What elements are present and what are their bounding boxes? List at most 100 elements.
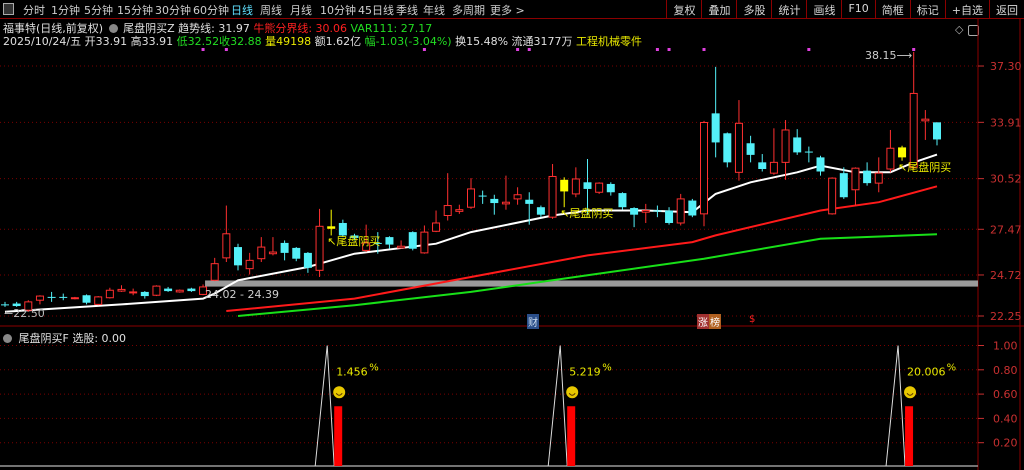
max-price-label: 38.15⟶ [865, 49, 913, 62]
candle-body [257, 246, 266, 260]
period-tab-6[interactable]: 日线 [231, 4, 253, 17]
min-price-label: ↼22.50 [4, 307, 45, 320]
period-tab-5[interactable]: 60分钟 [193, 4, 229, 17]
industry[interactable]: 工程机械零件 [576, 35, 643, 48]
candle-body [560, 179, 569, 192]
candle-body [571, 178, 580, 195]
toolbar-button-0[interactable]: 复权 [666, 0, 701, 18]
toolbar-button-8[interactable]: +自选 [944, 0, 989, 18]
period-tab-1[interactable]: 1分钟 [51, 4, 80, 17]
amount: 额1.62亿 [314, 35, 362, 48]
candle-body [583, 182, 592, 189]
indicator-title[interactable]: 尾盘阴买F [18, 332, 69, 345]
function-buttons: 复权 叠加 多股 统计 画线 F10 简框 标记 +自选 返回 [666, 0, 1024, 18]
candle-body [839, 173, 848, 198]
period-tab-7[interactable]: 周线 [260, 4, 282, 17]
diamond-icon[interactable]: ◇ [955, 23, 964, 36]
indicator-dropdown-icon[interactable] [3, 334, 12, 343]
period-tab-0[interactable]: 分时 [23, 4, 45, 17]
candle-body [443, 205, 452, 217]
signal-pct-unit: % [947, 362, 957, 373]
event-marker-dot [201, 48, 205, 51]
period-tab-14[interactable]: 更多 > [490, 4, 525, 17]
candle-body [210, 263, 219, 281]
candle-body [793, 137, 802, 153]
period-tab-4[interactable]: 30分钟 [155, 4, 191, 17]
signal-label-text: 尾盘阴买 [907, 160, 952, 174]
indicator-value: 选股: 0.00 [72, 332, 127, 345]
toolbar-button-1[interactable]: 叠加 [701, 0, 736, 18]
period-tab-12[interactable]: 年线 [423, 4, 445, 17]
indicator-axis-label: 0.80 [993, 364, 1018, 377]
toolbar-button-9[interactable]: 返回 [989, 0, 1024, 18]
smiley-mouth [906, 392, 914, 396]
candle-body [653, 210, 662, 212]
period-tab-2[interactable]: 5分钟 [84, 4, 113, 17]
toolbar-button-4[interactable]: 画线 [806, 0, 841, 18]
candle-body [886, 147, 895, 170]
period-tab-8[interactable]: 月线 [290, 4, 312, 17]
candle-body [117, 288, 126, 292]
candle-body [105, 289, 114, 299]
toolbar-button-3[interactable]: 统计 [771, 0, 806, 18]
smiley-face [904, 386, 917, 399]
toolbar-button-5[interactable]: F10 [841, 0, 874, 18]
toolbar-button-7[interactable]: 标记 [909, 0, 945, 18]
price-axis-label: 22.25 [990, 310, 1022, 323]
signal-label-text: 尾盘阴买 [336, 235, 381, 249]
signal-label: ↖尾盘阴买 [898, 160, 952, 174]
candle-body [268, 251, 277, 255]
candle-body [536, 207, 545, 215]
candle-body [187, 288, 196, 292]
candle-body [758, 162, 767, 170]
candle-body [874, 172, 883, 184]
event-limit-up-badge[interactable]: 涨 [697, 314, 709, 329]
event-finance-badge[interactable]: 财 [527, 314, 539, 329]
event-marker-dot [224, 48, 228, 51]
indicator-axis-label: 0.20 [993, 437, 1018, 450]
event-marker-dot [516, 48, 520, 51]
signal-peak-line [547, 345, 568, 467]
period-tab-3[interactable]: 15分钟 [117, 4, 153, 17]
candle-body [490, 198, 499, 204]
candle-body [70, 297, 79, 300]
candle-body [513, 194, 522, 200]
toolbar-button-6[interactable]: 简框 [874, 0, 910, 18]
band-label: 24.02 - 24.39 [205, 288, 279, 301]
volume: 量49198 [265, 35, 312, 48]
candle-body [175, 289, 184, 293]
candle-body [94, 296, 103, 305]
indicator-axis-label: 0.60 [993, 388, 1018, 401]
candle-body [350, 235, 359, 238]
signal-label-text: 尾盘阴买 [569, 207, 614, 221]
candle-body [373, 242, 382, 244]
toolbar-button-2[interactable]: 多股 [736, 0, 771, 18]
candle-body [700, 121, 708, 215]
info-line-2: 2025/10/24/五 开33.91 高33.91 低32.52收32.88 … [3, 33, 642, 49]
smiley-mouth [568, 392, 576, 396]
candle-body [595, 182, 604, 193]
series-line-2 [237, 233, 938, 317]
signal-label: ↖尾盘阴买 [327, 235, 381, 249]
period-tab-10[interactable]: 45日线 [358, 4, 394, 17]
event-dollar-badge[interactable]: $ [749, 314, 756, 325]
candle-body [338, 222, 347, 236]
smiley-mouth [335, 392, 343, 396]
smiley-icon [904, 386, 917, 399]
candle-body [688, 200, 697, 216]
event-marker-dot [702, 48, 706, 51]
period-tab-9[interactable]: 10分钟 [320, 4, 356, 17]
panel-toggle-icon[interactable] [3, 3, 14, 15]
period-tab-11[interactable]: 季线 [396, 4, 418, 17]
candle-body [921, 118, 930, 122]
low-price: 低32.52 [176, 35, 220, 48]
period-tab-13[interactable]: 多周期 [452, 4, 485, 17]
formula-name[interactable]: 尾盘阴买Z [123, 22, 175, 35]
formula-dropdown-icon[interactable] [108, 24, 118, 33]
event-marker-dot [667, 48, 671, 51]
signal-bar [567, 406, 576, 466]
candle-body [280, 242, 289, 253]
event-rank-badge[interactable]: 榜 [709, 314, 721, 329]
candle-body [327, 226, 336, 229]
